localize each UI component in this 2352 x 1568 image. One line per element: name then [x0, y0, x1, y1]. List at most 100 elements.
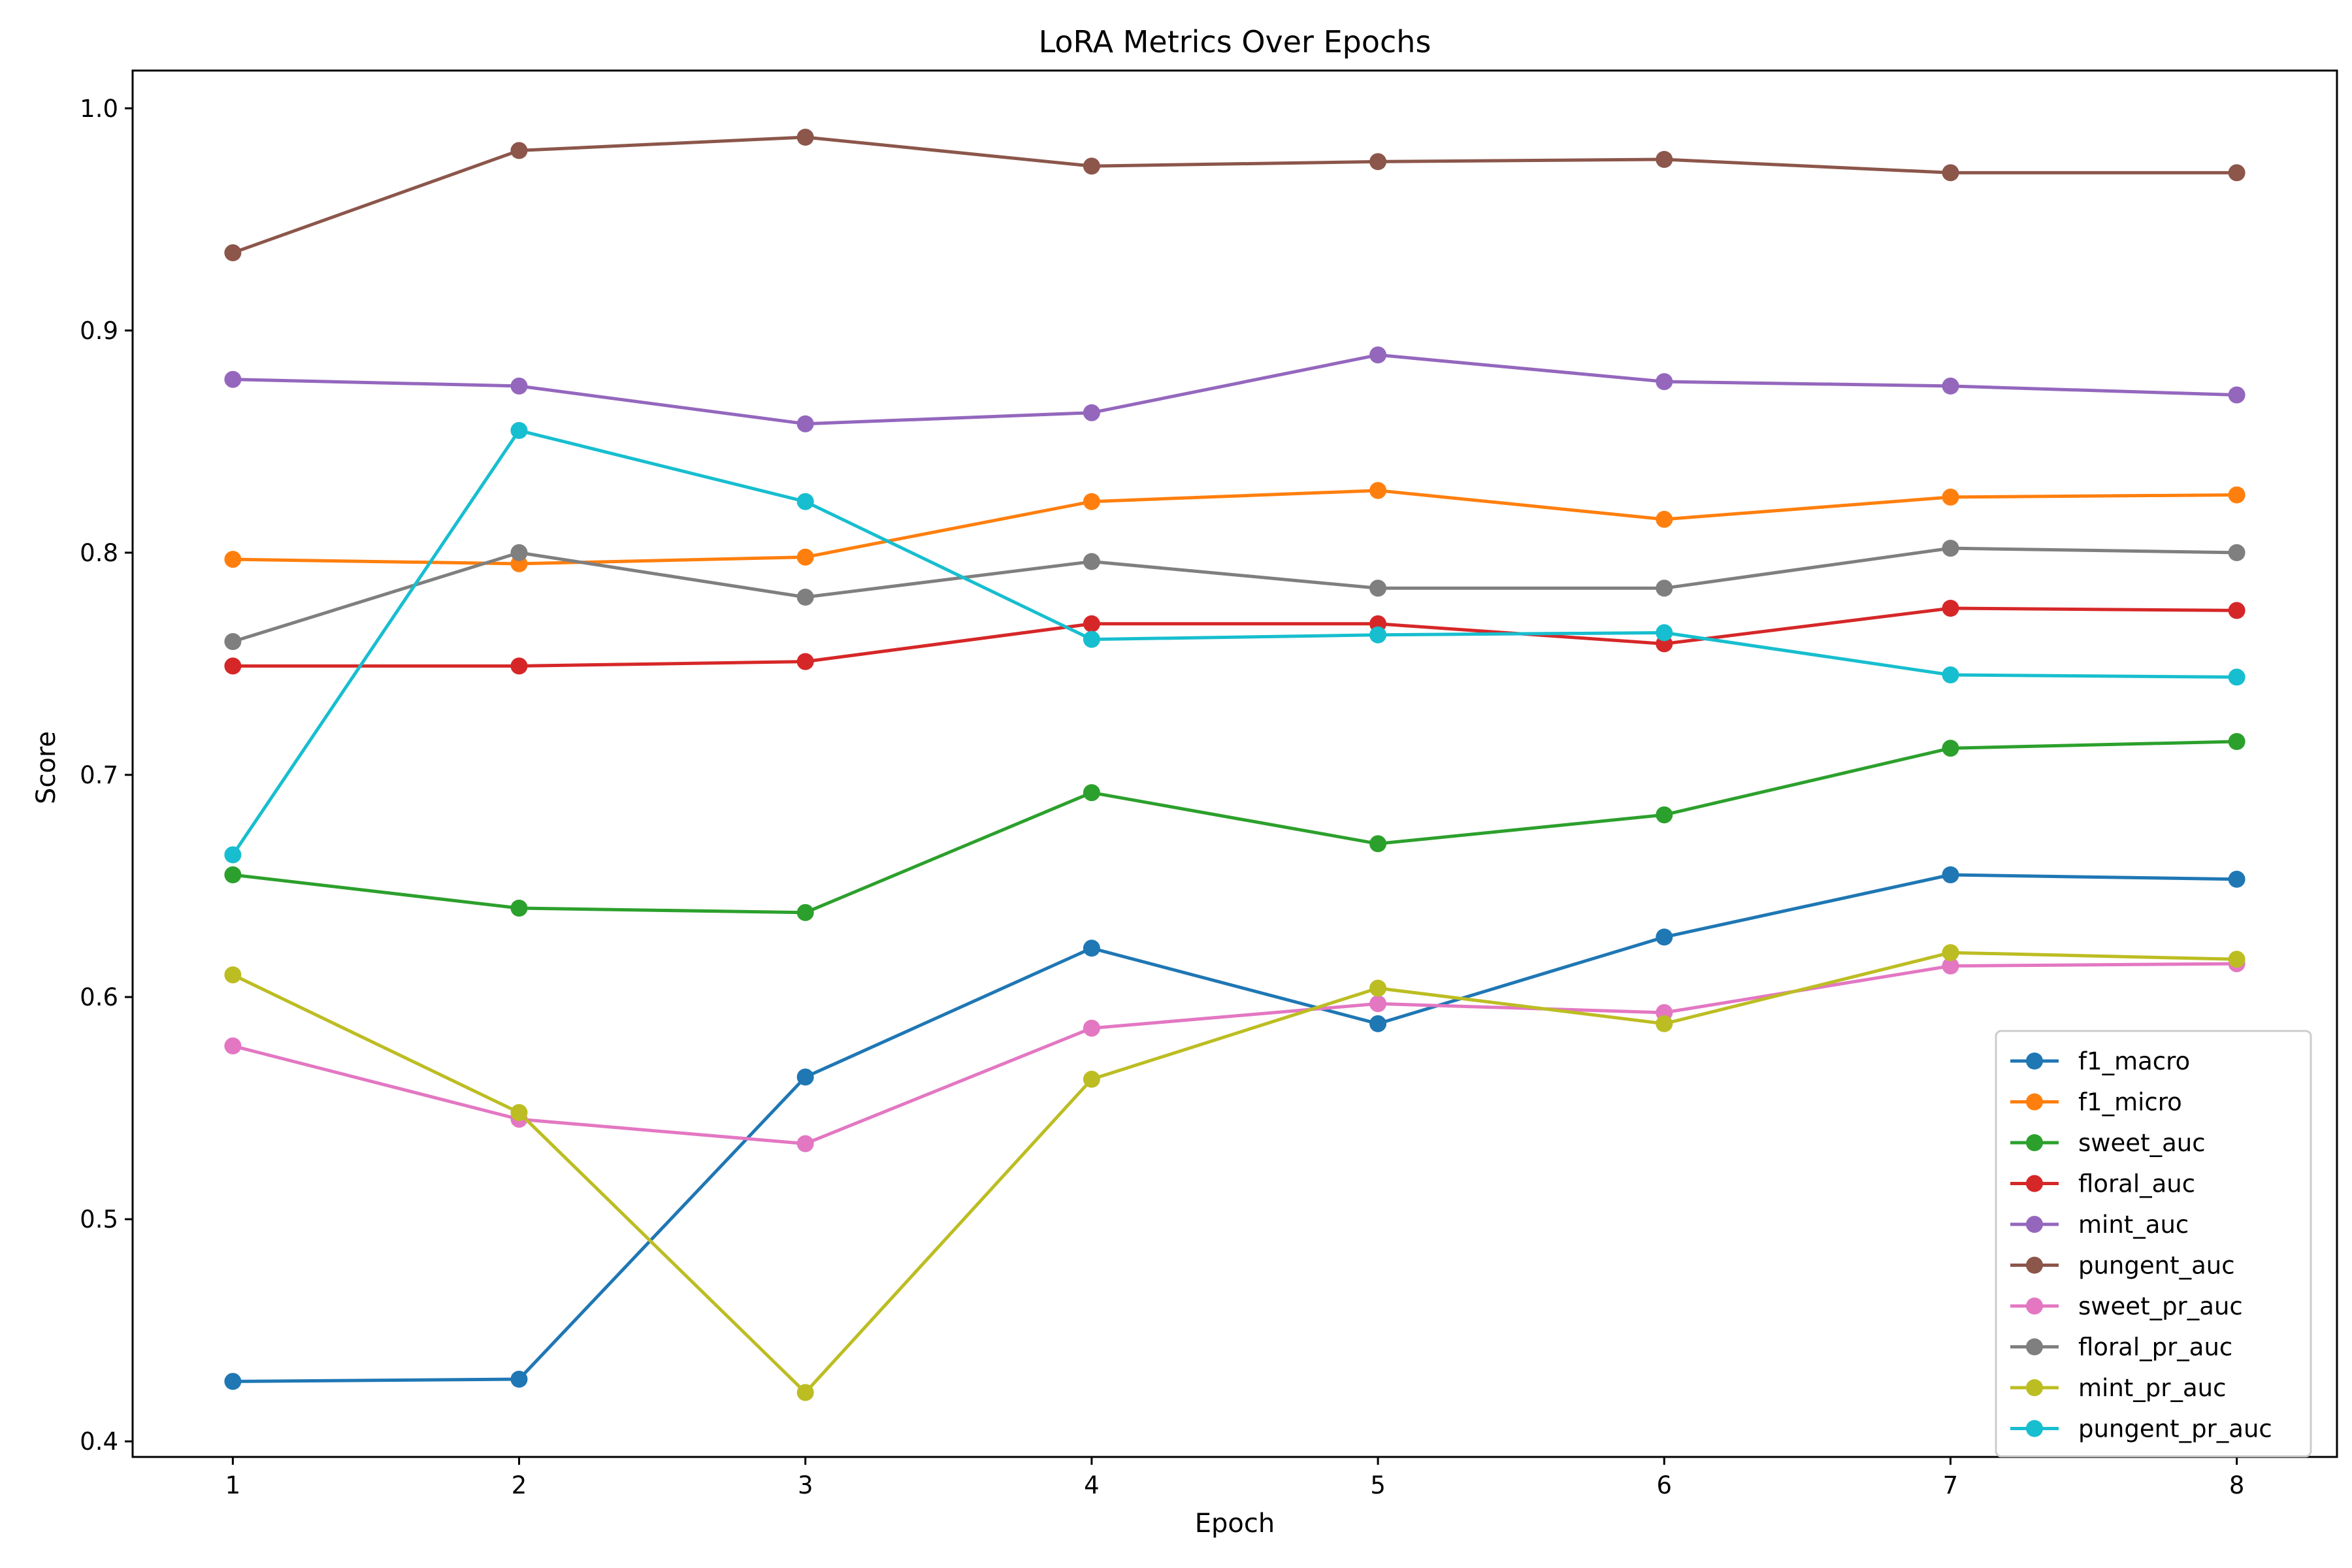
series-mint_auc [224, 346, 2246, 433]
y-axis-label: Score [31, 731, 61, 804]
series-floral_pr_auc [224, 540, 2246, 650]
data-point-mint_pr_auc-7 [1942, 944, 1959, 962]
series-layer [224, 129, 2246, 1401]
data-point-pungent_pr_auc-1 [224, 846, 242, 864]
data-point-pungent_pr_auc-8 [2228, 668, 2246, 686]
data-point-mint_auc-8 [2228, 386, 2246, 404]
data-point-pungent_auc-7 [1942, 164, 1959, 182]
legend-entry-sweet_auc: sweet_auc [2010, 1129, 2206, 1157]
plot-area [133, 71, 2337, 1457]
data-point-mint_pr_auc-4 [1083, 1070, 1100, 1088]
data-point-floral_auc-8 [2228, 602, 2246, 619]
legend-label-sweet_pr_auc: sweet_pr_auc [2078, 1292, 2243, 1320]
series-pungent_auc [224, 129, 2246, 261]
data-point-mint_pr_auc-6 [1656, 1015, 1673, 1032]
data-point-f1_macro-7 [1942, 866, 1959, 883]
data-point-sweet_auc-6 [1656, 806, 1673, 824]
legend-marker-f1_micro [2026, 1093, 2043, 1111]
data-point-mint_auc-1 [224, 370, 242, 388]
data-point-sweet_pr_auc-1 [224, 1037, 242, 1054]
x-tick-label: 8 [2229, 1471, 2245, 1499]
data-point-sweet_pr_auc-3 [796, 1135, 814, 1152]
data-point-mint_pr_auc-8 [2228, 951, 2246, 968]
legend-entry-f1_macro: f1_macro [2010, 1047, 2190, 1075]
x-tick-label: 7 [1943, 1471, 1959, 1499]
data-point-f1_macro-4 [1083, 939, 1100, 957]
x-tick-label: 2 [512, 1471, 527, 1499]
x-tick-label: 1 [225, 1471, 241, 1499]
data-point-sweet_pr_auc-4 [1083, 1019, 1100, 1037]
data-point-floral_pr_auc-5 [1369, 580, 1387, 597]
data-point-f1_macro-5 [1369, 1015, 1387, 1032]
series-mint_pr_auc [224, 944, 2246, 1401]
data-point-f1_micro-5 [1369, 482, 1387, 499]
legend-marker-mint_pr_auc [2026, 1379, 2043, 1396]
data-point-floral_pr_auc-4 [1083, 553, 1100, 570]
data-point-pungent_auc-6 [1656, 151, 1673, 168]
data-point-pungent_pr_auc-2 [510, 421, 528, 439]
data-point-f1_micro-7 [1942, 488, 1959, 506]
legend-label-f1_micro: f1_micro [2078, 1088, 2182, 1117]
data-point-f1_macro-2 [510, 1371, 528, 1388]
data-point-floral_pr_auc-3 [796, 589, 814, 606]
legend-label-mint_auc: mint_auc [2078, 1211, 2189, 1239]
plot-background [133, 71, 2337, 1457]
data-point-sweet_pr_auc-5 [1369, 995, 1387, 1013]
y-tick-label: 0.7 [80, 761, 118, 789]
axes-layer: 0.4 0.5 0.6 0.7 0.8 0.9 1.0 1 2 3 4 5 6 7 8 [80, 69, 2338, 1499]
series-line-mint_pr_auc [231, 951, 2239, 1394]
legend-label-floral_auc: floral_auc [2078, 1170, 2195, 1198]
data-point-f1_micro-8 [2228, 486, 2246, 504]
data-point-floral_auc-3 [796, 653, 814, 670]
legend-label-floral_pr_auc: floral_pr_auc [2078, 1333, 2232, 1362]
x-tick-label: 6 [1656, 1471, 1672, 1499]
y-tick-label: 0.5 [80, 1205, 118, 1233]
data-point-mint_auc-5 [1369, 346, 1387, 364]
series-f1_micro [224, 482, 2246, 572]
data-point-mint_auc-2 [510, 377, 528, 395]
data-point-sweet_auc-5 [1369, 835, 1387, 853]
legend-marker-sweet_pr_auc [2026, 1298, 2043, 1315]
series-line-sweet_auc [231, 740, 2239, 915]
data-point-pungent_pr_auc-3 [796, 493, 814, 510]
data-point-sweet_auc-8 [2228, 733, 2246, 750]
legend-marker-pungent_pr_auc [2026, 1420, 2043, 1437]
data-point-pungent_pr_auc-4 [1083, 630, 1100, 648]
legend-entry-mint_auc: mint_auc [2010, 1211, 2189, 1239]
data-point-floral_pr_auc-7 [1942, 540, 1959, 557]
data-point-sweet_auc-2 [510, 900, 528, 917]
series-line-sweet_pr_auc [231, 962, 2239, 1145]
legend-entry-pungent_auc: pungent_auc [2010, 1252, 2235, 1280]
x-tick-label: 4 [1084, 1471, 1100, 1499]
x-tick-label: 3 [798, 1471, 813, 1499]
data-point-mint_auc-6 [1656, 373, 1673, 391]
data-point-mint_auc-4 [1083, 404, 1100, 421]
legend-entry-floral_pr_auc: floral_pr_auc [2010, 1333, 2232, 1362]
series-pungent_pr_auc [224, 421, 2246, 864]
data-point-f1_micro-6 [1656, 510, 1673, 528]
data-point-floral_auc-1 [224, 657, 242, 675]
y-tick-label: 0.9 [80, 317, 118, 345]
y-tick-label: 0.4 [80, 1428, 118, 1456]
data-point-sweet_auc-3 [796, 904, 814, 921]
legend-label-pungent_auc: pungent_auc [2078, 1252, 2235, 1280]
series-floral_auc [224, 600, 2246, 675]
data-point-f1_macro-1 [224, 1373, 242, 1390]
legend-label-f1_macro: f1_macro [2078, 1047, 2190, 1075]
data-point-sweet_auc-4 [1083, 784, 1100, 802]
legend-entry-sweet_pr_auc: sweet_pr_auc [2010, 1292, 2243, 1320]
data-point-floral_auc-7 [1942, 600, 1959, 617]
data-point-f1_macro-8 [2228, 870, 2246, 888]
data-point-f1_macro-6 [1656, 928, 1673, 946]
data-point-mint_pr_auc-1 [224, 966, 242, 984]
legend-marker-pungent_auc [2026, 1256, 2043, 1274]
x-tick-label: 5 [1370, 1471, 1386, 1499]
data-point-sweet_auc-1 [224, 866, 242, 883]
y-tick-label: 0.6 [80, 983, 118, 1011]
legend-label-mint_pr_auc: mint_pr_auc [2078, 1374, 2226, 1402]
data-point-mint_pr_auc-2 [510, 1103, 528, 1121]
series-line-floral_pr_auc [231, 546, 2239, 644]
legend: f1_macro f1_micro sweet_auc floral_auc mint_… [1995, 1030, 2312, 1458]
